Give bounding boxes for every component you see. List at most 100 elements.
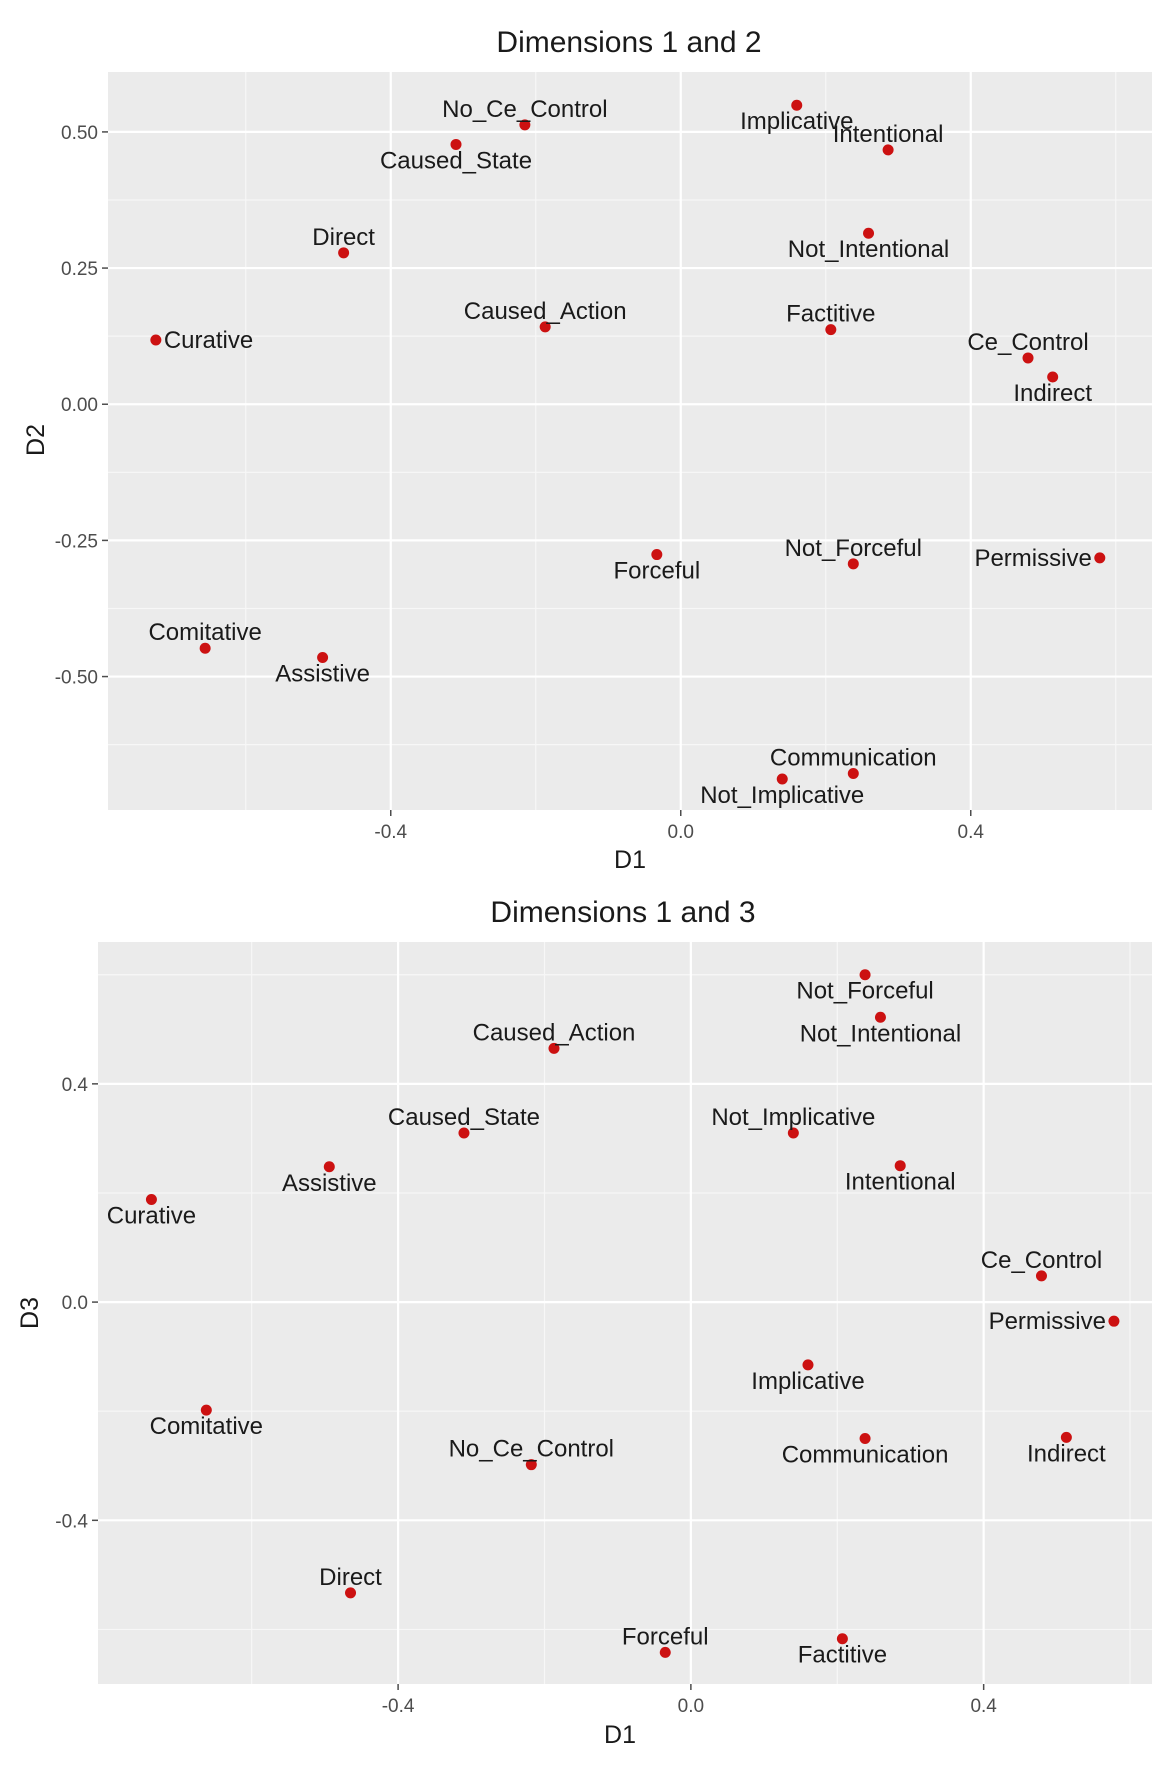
data-point <box>802 1359 814 1371</box>
x-axis-title: D1 <box>614 846 646 874</box>
y-tick-label: 0.50 <box>61 123 98 144</box>
y-tick-label: 0.00 <box>61 395 98 416</box>
data-points: Not_Forceful Not_Intentional Caused_Action… <box>107 969 1120 1669</box>
chart-title: Dimensions 1 and 3 <box>490 896 755 929</box>
data-point <box>791 99 803 111</box>
data-point <box>338 247 350 259</box>
data-point <box>450 138 462 150</box>
tick-marks: -0.4 0.0 0.4 0.50 0.25 0.00 -0.25 -0.50 <box>55 123 985 843</box>
grid-lines <box>98 942 1152 1684</box>
point-label: Direct <box>312 224 375 251</box>
plot-background <box>108 72 1152 810</box>
point-label: Caused_State <box>380 147 532 174</box>
data-point <box>1060 1431 1072 1443</box>
data-point <box>859 1432 871 1444</box>
data-point <box>1108 1315 1120 1327</box>
x-tick-label: -0.4 <box>374 822 407 843</box>
point-label: Not_Implicative <box>711 1104 875 1131</box>
data-point <box>525 1459 537 1471</box>
x-tick-label: 0.4 <box>970 1696 997 1717</box>
point-label: Intentional <box>845 1169 956 1196</box>
x-axis-title: D1 <box>604 1721 636 1749</box>
data-point <box>150 334 162 346</box>
data-point <box>874 1011 886 1023</box>
chart-title: Dimensions 1 and 2 <box>496 26 761 59</box>
data-point <box>836 1633 848 1645</box>
point-label: No_Ce_Control <box>449 1436 614 1463</box>
data-point <box>651 549 663 561</box>
point-label: Not_Intentional <box>800 1020 961 1047</box>
point-label: Forceful <box>622 1623 709 1650</box>
point-label: Permissive <box>989 1308 1106 1335</box>
data-point <box>317 651 329 663</box>
point-label: Communication <box>782 1441 949 1468</box>
point-label: Not_Implicative <box>700 782 864 809</box>
point-label: Forceful <box>613 558 700 585</box>
point-label: Indirect <box>1013 380 1092 407</box>
data-point <box>458 1127 470 1139</box>
point-label: Not_Intentional <box>788 236 949 263</box>
y-tick-label: 0.25 <box>61 259 98 280</box>
plot-background <box>98 942 1152 1684</box>
data-point <box>1094 552 1106 564</box>
data-point <box>825 324 837 336</box>
data-point <box>776 773 788 785</box>
data-point <box>787 1127 799 1139</box>
data-point <box>863 227 875 239</box>
y-tick-label: -0.25 <box>55 531 98 552</box>
point-label: Curative <box>164 327 253 354</box>
x-tick-label: 0.4 <box>958 822 985 843</box>
point-label: Comitative <box>150 1413 263 1440</box>
data-point <box>894 1160 906 1172</box>
point-label: Permissive <box>974 545 1091 572</box>
y-tick-label: -0.4 <box>55 1511 88 1532</box>
data-point <box>539 321 551 333</box>
point-label: Ce_Control <box>967 329 1088 356</box>
point-label: Assistive <box>282 1170 377 1197</box>
data-point <box>323 1161 335 1173</box>
point-label: No_Ce_Control <box>442 96 607 123</box>
point-label: Caused_State <box>388 1104 540 1131</box>
point-label: Assistive <box>275 660 370 687</box>
data-point <box>1035 1270 1047 1282</box>
data-point <box>859 969 871 981</box>
point-label: Ce_Control <box>981 1247 1102 1274</box>
data-point <box>882 144 894 156</box>
y-tick-label: -0.50 <box>55 668 98 689</box>
data-point <box>200 1404 212 1416</box>
point-label: Caused_Action <box>464 298 627 325</box>
x-tick-label: -0.4 <box>382 1696 415 1717</box>
data-point <box>1047 371 1059 383</box>
point-label: Caused_Action <box>473 1019 636 1046</box>
data-point <box>659 1646 671 1658</box>
data-point <box>519 119 531 131</box>
y-tick-label: 0.4 <box>62 1075 89 1096</box>
data-point <box>847 768 859 780</box>
data-point <box>1022 352 1034 364</box>
point-label: Implicative <box>751 1368 864 1395</box>
point-label: Direct <box>319 1564 382 1591</box>
x-tick-label: 0.0 <box>668 822 694 843</box>
point-label: Comitative <box>148 619 261 646</box>
chart-panel-d1-d3: Dimensions 1 and 3 -0.4 0.0 0.4 0.4 0.0-0.4 … <box>16 896 1152 1749</box>
point-label: Communication <box>770 745 937 772</box>
point-label: Implicative <box>740 108 853 135</box>
point-label: Factitive <box>798 1642 887 1669</box>
data-point <box>345 1587 357 1599</box>
y-axis-title: D3 <box>16 1297 44 1329</box>
y-axis-title: D2 <box>22 424 50 456</box>
data-point <box>847 558 859 570</box>
grid-lines <box>108 72 1152 810</box>
point-label: Not_Forceful <box>785 535 922 562</box>
point-label: Curative <box>107 1203 196 1230</box>
data-point <box>548 1042 560 1054</box>
point-label: Factitive <box>786 301 875 328</box>
point-label: Indirect <box>1027 1440 1106 1467</box>
chart-panel-d1-d2: Dimensions 1 and 2 -0.4 0.0 0.4 0.50 0.25 0.0… <box>22 26 1152 874</box>
point-label: Not_Forceful <box>796 978 933 1005</box>
tick-marks: -0.4 0.0 0.4 0.4 0.0 -0.4 <box>55 1075 997 1717</box>
y-tick-label: 0.0 <box>62 1293 88 1314</box>
point-label: Intentional <box>833 121 944 148</box>
